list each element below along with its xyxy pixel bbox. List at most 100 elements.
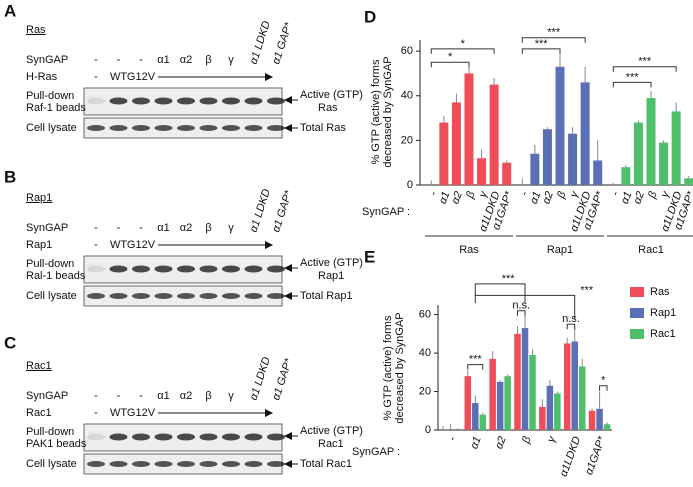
syngap-label: SynGAP <box>26 390 68 402</box>
y-tick-label: 40 <box>401 90 413 102</box>
bar <box>603 424 611 430</box>
active-label: Active (GTP) <box>300 89 363 101</box>
band <box>244 461 263 467</box>
y-label: decreased by SynGAP <box>382 56 394 167</box>
lane-label: - <box>139 390 143 402</box>
total-label: Total Ras <box>300 122 346 134</box>
panel-letter: A <box>4 1 16 20</box>
bar <box>451 102 461 185</box>
band <box>177 97 195 105</box>
lane-label: β <box>205 222 211 234</box>
lane-label: - <box>117 390 121 402</box>
sig-label: *** <box>535 38 549 50</box>
lane-label: α1 <box>157 222 169 234</box>
bar <box>477 158 487 185</box>
sig-label: * <box>448 51 453 63</box>
blot-title: Ras <box>26 24 46 36</box>
sig-bracket <box>430 48 495 54</box>
sig-label: *** <box>469 354 483 366</box>
construct-lane: WT <box>110 239 127 251</box>
band <box>199 265 218 273</box>
legend-label: Ras <box>650 286 670 298</box>
bar <box>504 376 511 430</box>
band <box>267 125 285 131</box>
band <box>177 293 195 299</box>
band <box>267 433 285 441</box>
active-label: Active (GTP) <box>300 257 363 269</box>
sig-label: *** <box>638 56 652 68</box>
x-label: SynGAP : <box>352 446 400 458</box>
x-tick-label: β <box>520 434 534 446</box>
band <box>222 265 240 273</box>
construct-label: Rap1 <box>26 239 52 251</box>
y-tick-label: 0 <box>407 179 413 191</box>
lane-label: - <box>94 54 98 66</box>
panel-letter: E <box>364 247 375 266</box>
pulldown-label: Raf-1 beads <box>26 102 86 114</box>
active-label: Rac1 <box>318 438 344 450</box>
bar <box>529 355 536 430</box>
x-tick-label: β <box>464 189 478 201</box>
lane-label: α2 <box>180 54 192 66</box>
band <box>177 125 195 131</box>
x-tick-label: γ <box>477 189 491 200</box>
x-tick-label: - <box>609 190 622 198</box>
band <box>244 433 263 441</box>
band <box>87 265 105 273</box>
band <box>132 265 150 273</box>
band <box>244 97 263 105</box>
lane-label: α1 LDKD <box>248 19 273 65</box>
lane-label: α1 LDKD <box>248 187 273 233</box>
x-tick-label: β <box>555 189 569 201</box>
active-label: Ras <box>318 102 338 114</box>
sig-label: *** <box>580 284 594 296</box>
total-label: Total Rac1 <box>300 458 352 470</box>
y-tick-label: 60 <box>419 309 431 321</box>
x-tick-label: α1 <box>619 190 635 206</box>
sig-bracket <box>599 385 608 391</box>
band <box>109 433 128 441</box>
bar <box>464 73 474 185</box>
x-label: SynGAP : <box>362 206 410 218</box>
bar <box>496 381 504 430</box>
construct-lane: G12V <box>127 71 156 83</box>
bar <box>489 84 499 185</box>
x-tick-label: α1GAP* <box>583 434 608 476</box>
band <box>154 125 173 131</box>
lane-label: γ <box>228 54 234 66</box>
band <box>154 433 173 441</box>
bar <box>588 410 596 430</box>
lane-label: - <box>117 222 121 234</box>
bar <box>633 122 643 185</box>
band <box>199 461 218 467</box>
sig-bracket <box>521 37 586 43</box>
bar <box>596 408 603 430</box>
bar <box>621 167 631 185</box>
x-tick-label: α1 <box>528 190 544 206</box>
x-tick-label: - <box>427 190 440 198</box>
lane-label: - <box>94 222 98 234</box>
construct-lane: G12V <box>127 239 156 251</box>
pulldown-label: Ral-1 beads <box>26 270 86 282</box>
band <box>132 433 150 441</box>
sig-label: *** <box>502 273 516 285</box>
legend-swatch <box>630 287 644 297</box>
lane-label: γ <box>228 390 234 402</box>
band <box>87 433 105 441</box>
bar <box>521 328 529 430</box>
band <box>267 293 285 299</box>
y-tick-label: 40 <box>419 347 431 359</box>
band <box>109 293 128 299</box>
group-label: Rap1 <box>547 244 573 256</box>
band <box>109 125 128 131</box>
band <box>222 97 240 105</box>
lane-label: α2 <box>180 390 192 402</box>
bar <box>546 385 554 430</box>
band <box>267 461 285 467</box>
construct-lane: WT <box>110 71 127 83</box>
x-tick-label: - <box>518 190 531 198</box>
band <box>244 125 263 131</box>
x-tick-label: γ <box>545 434 559 445</box>
band <box>132 461 150 467</box>
